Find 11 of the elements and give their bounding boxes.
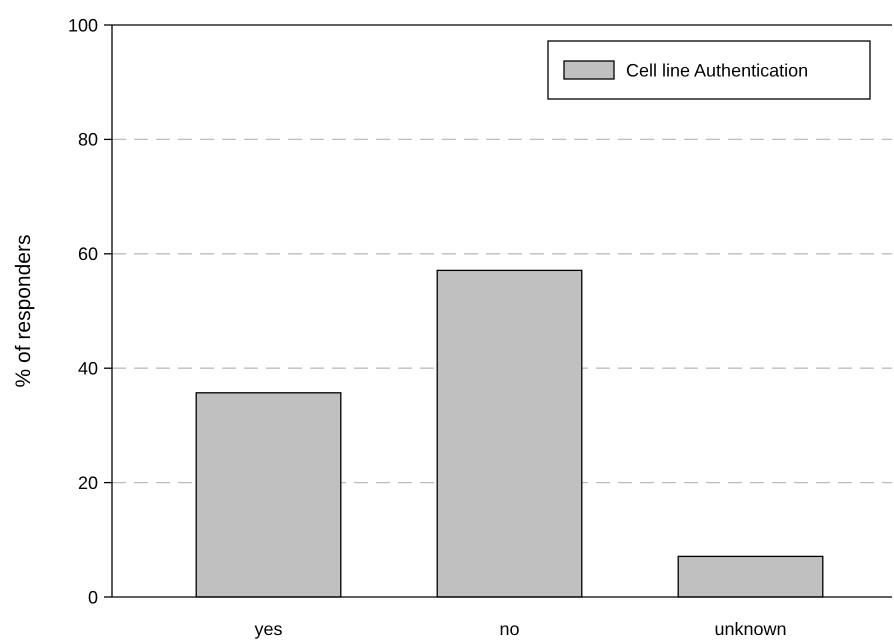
y-tick-label: 80 (78, 130, 98, 150)
x-tick-label: no (499, 619, 520, 639)
y-tick-label: 60 (78, 244, 98, 264)
y-axis-title: % of responders (12, 234, 35, 388)
x-tick-label: unknown (714, 619, 787, 639)
legend-label: Cell line Authentication (626, 60, 808, 80)
y-tick-label: 20 (78, 472, 98, 493)
y-tick-label: 0 (88, 587, 98, 608)
x-tick-label: yes (254, 619, 283, 639)
y-tick-label: 40 (78, 358, 98, 378)
y-tick-label: 100 (68, 15, 98, 36)
